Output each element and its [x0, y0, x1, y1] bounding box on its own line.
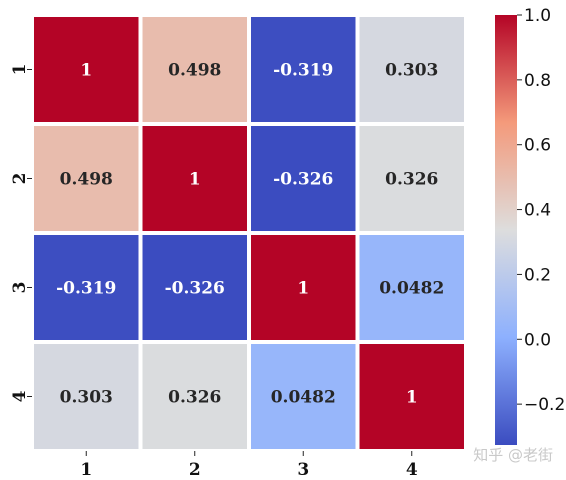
- cell-value-label-r3-c3: 1: [297, 279, 309, 299]
- colorbar-tick-label-7: −0.2: [524, 395, 565, 415]
- colorbar-tick-label-1: 1.0: [524, 6, 551, 26]
- cell-value-label-r2-c2: 1: [189, 170, 201, 190]
- colorbar-tick-label-2: 0.8: [524, 71, 551, 91]
- colorbar-tick-label-3: 0.6: [524, 136, 551, 156]
- heatmap-cell-r1-c2: [142, 17, 247, 122]
- heatmap-cell-r2-c1: [34, 126, 139, 231]
- heatmap-cell-r1-c1: [34, 17, 139, 122]
- colorbar: 1.0 0.8 0.6 0.4 0.2 0.0 −0.2: [495, 6, 565, 445]
- cell-value-label-r3-c4: 0.0482: [379, 279, 444, 299]
- heatmap-cell-r3-c1: [34, 235, 139, 340]
- y-tick-label-4: 4: [10, 390, 30, 402]
- colorbar-gradient: [495, 15, 517, 445]
- cell-value-label-r4-c3: 0.0482: [271, 388, 336, 408]
- cell-value-label-r1-c1: 1: [80, 61, 92, 81]
- heatmap-cell-r3-c2: [142, 235, 247, 340]
- heatmap-cell-r4-c3: [251, 344, 356, 449]
- heatmap-cell-r2-c4: [359, 126, 464, 231]
- x-tick-label-1: 1: [80, 460, 92, 480]
- heatmap-cell-r1-c3: [251, 17, 356, 122]
- y-tick-label-3: 3: [10, 282, 30, 294]
- heatmap-cell-r2-c2: [142, 126, 247, 231]
- cell-value-label-r2-c3: -0.326: [273, 170, 333, 190]
- colorbar-tick-label-6: 0.0: [524, 330, 551, 350]
- x-tick-label-4: 4: [406, 460, 418, 480]
- heatmap-cell-r4-c1: [34, 344, 139, 449]
- x-axis: 1 2 3 4: [80, 451, 418, 480]
- heatmap-cell-r1-c4: [359, 17, 464, 122]
- heatmap-cell-r3-c4: [359, 235, 464, 340]
- heatmap-cell-r2-c3: [251, 126, 356, 231]
- heatmap-cell-r3-c3: [251, 235, 356, 340]
- y-tick-label-2: 2: [10, 173, 30, 185]
- cell-value-label-r1-c2: 0.498: [168, 61, 221, 81]
- colorbar-tick-label-5: 0.2: [524, 265, 551, 285]
- colorbar-tick-label-4: 0.4: [524, 201, 551, 221]
- y-tick-label-1: 1: [10, 64, 30, 76]
- cell-value-label-r4-c4: 1: [406, 388, 418, 408]
- cell-value-label-r2-c1: 0.498: [60, 170, 113, 190]
- x-tick-label-2: 2: [189, 460, 201, 480]
- watermark-text: 知乎 @老街: [473, 446, 553, 464]
- cell-value-label-r2-c4: 0.326: [385, 170, 438, 190]
- cell-value-label-r3-c2: -0.326: [165, 279, 225, 299]
- x-tick-label-3: 3: [297, 460, 309, 480]
- cell-value-label-r3-c1: -0.319: [56, 279, 116, 299]
- heatmap-cell-r4-c2: [142, 344, 247, 449]
- y-axis: 1 2 3 4: [10, 64, 32, 402]
- cell-value-label-r1-c4: 0.303: [385, 61, 438, 81]
- cell-value-label-r4-c1: 0.303: [60, 388, 113, 408]
- heatmap-cell-r4-c4: [359, 344, 464, 449]
- cell-value-label-r4-c2: 0.326: [168, 388, 221, 408]
- heatmap-cells: 1 0.498 -0.319 0.303 0.498 1 -0.326 0.326 -0.319…: [34, 17, 464, 449]
- cell-value-label-r1-c3: -0.319: [273, 61, 333, 81]
